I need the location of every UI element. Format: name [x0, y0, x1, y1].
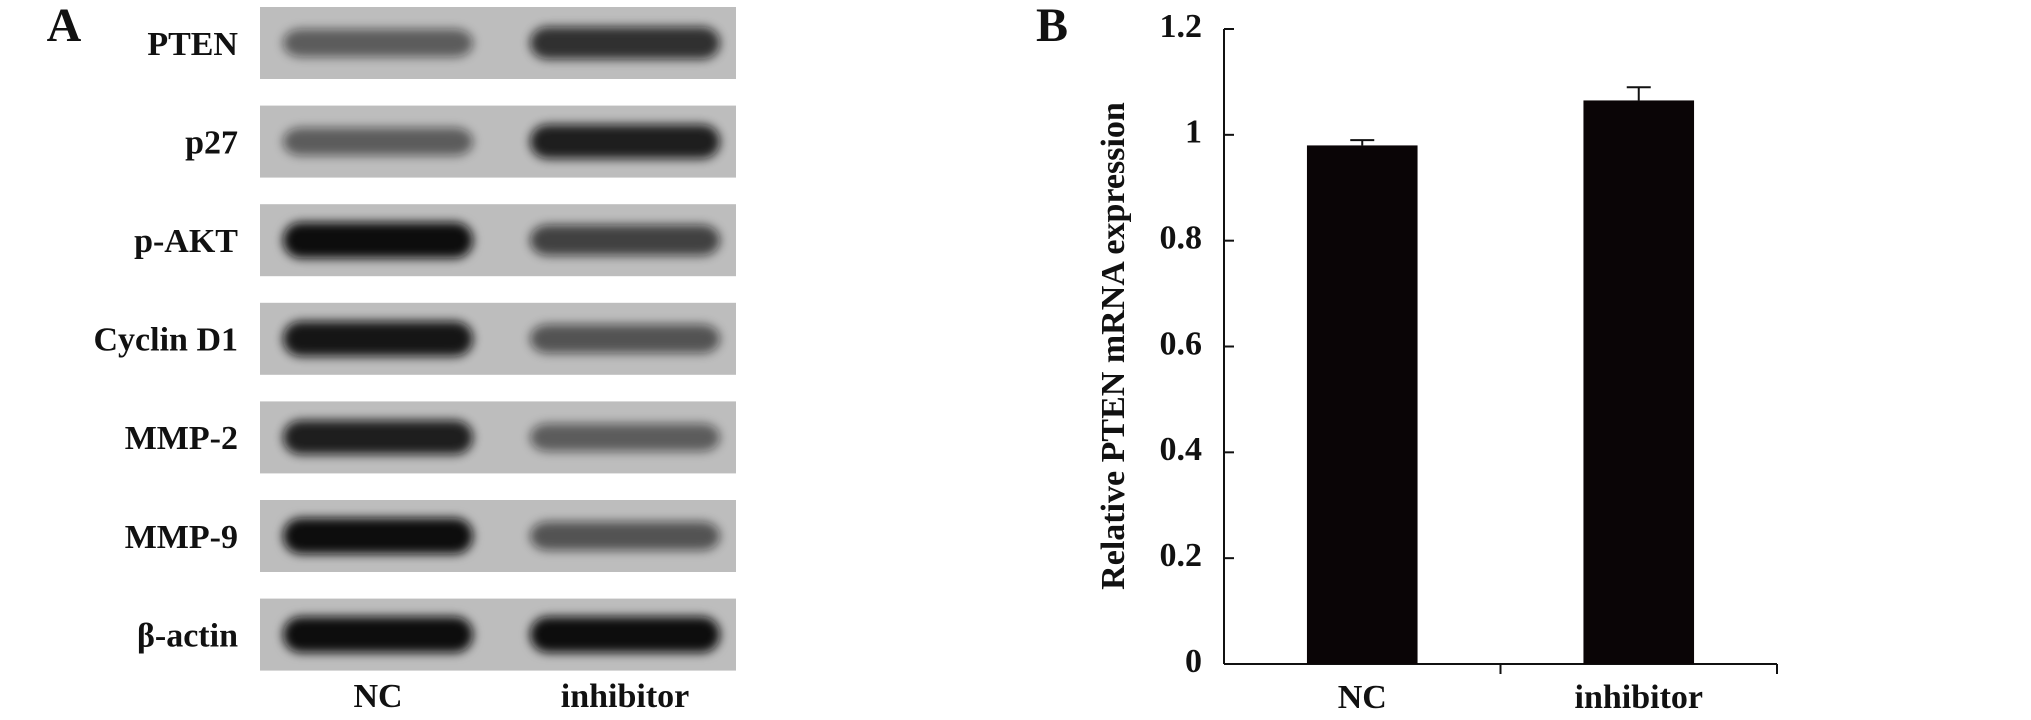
- bar-chart: 0 0.2 0.4 0.6 0.8 1 1.2 NC inhibitor: [1160, 8, 1778, 716]
- x-tick-label: inhibitor: [1575, 679, 1703, 716]
- band: [530, 616, 720, 653]
- row-label: MMP-2: [125, 420, 238, 457]
- bar: [1306, 145, 1418, 664]
- band: [283, 518, 473, 554]
- row-label: PTEN: [147, 26, 238, 63]
- band: [283, 616, 473, 653]
- band-core: [530, 124, 720, 159]
- band-core: [283, 321, 473, 357]
- band: [530, 521, 720, 551]
- y-tick-label: 0.8: [1160, 219, 1203, 256]
- x-tick-label: NC: [1338, 679, 1387, 716]
- y-tick-label: 0.4: [1160, 431, 1203, 468]
- y-tick-label: 1: [1185, 114, 1202, 151]
- bar: [1583, 100, 1695, 664]
- band: [283, 321, 473, 357]
- y-tick-label: 0: [1185, 643, 1202, 680]
- band: [530, 26, 720, 60]
- band-core: [283, 127, 473, 156]
- band: [530, 124, 720, 159]
- row-label: MMP-9: [125, 519, 238, 556]
- y-axis-label: Relative PTEN mRNA expression: [1095, 102, 1132, 590]
- band: [283, 127, 473, 156]
- band: [530, 423, 720, 452]
- band-core: [530, 521, 720, 551]
- band: [530, 324, 720, 354]
- y-tick-label: 0.6: [1160, 325, 1203, 362]
- row-label: β-actin: [137, 617, 238, 654]
- band-core: [283, 222, 473, 259]
- band-core: [530, 324, 720, 354]
- lane-label: NC: [353, 678, 402, 715]
- band-core: [530, 224, 720, 256]
- band-core: [283, 29, 473, 57]
- band-core: [530, 26, 720, 60]
- band-core: [530, 616, 720, 653]
- band-core: [283, 420, 473, 455]
- y-tick-label: 0.2: [1160, 537, 1203, 574]
- band: [283, 222, 473, 259]
- lane-label: inhibitor: [561, 678, 689, 715]
- western-blot: PTEN p27 p-AKT Cyclin D1 MMP-2 MMP-9 β-actin NC…: [94, 7, 736, 715]
- row-label: p-AKT: [134, 223, 238, 260]
- band-core: [283, 518, 473, 554]
- band: [530, 224, 720, 256]
- band: [283, 29, 473, 57]
- band-core: [283, 616, 473, 653]
- panel-label: A: [47, 0, 82, 52]
- row-label: Cyclin D1: [94, 322, 239, 359]
- band-core: [530, 423, 720, 452]
- y-tick-label: 1.2: [1160, 8, 1203, 45]
- panel-label: B: [1036, 0, 1068, 52]
- band: [283, 420, 473, 455]
- row-label: p27: [185, 124, 238, 161]
